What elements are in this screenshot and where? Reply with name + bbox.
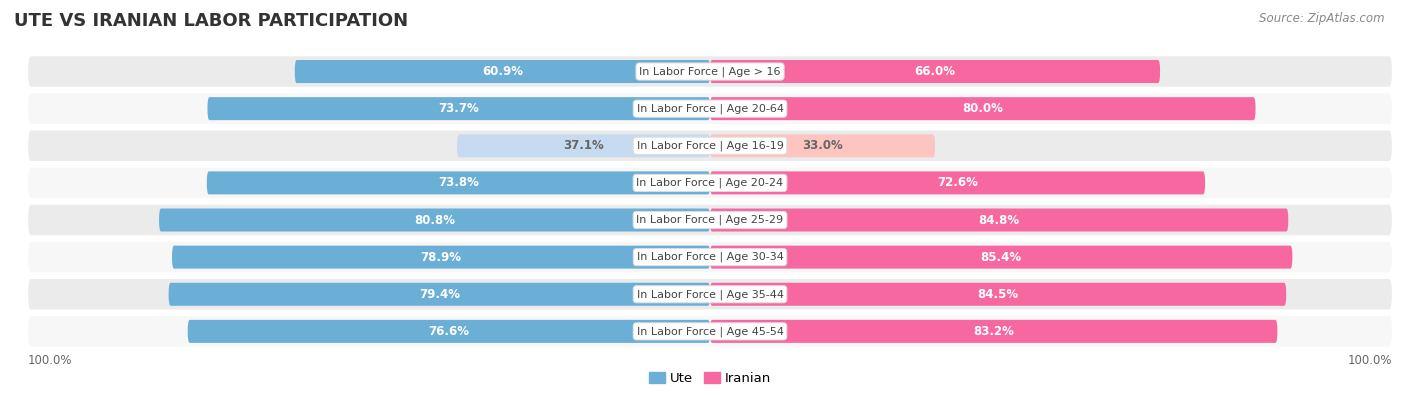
Text: 76.6%: 76.6% — [429, 325, 470, 338]
Text: 80.0%: 80.0% — [962, 102, 1004, 115]
Text: In Labor Force | Age 35-44: In Labor Force | Age 35-44 — [637, 289, 783, 299]
FancyBboxPatch shape — [710, 209, 1288, 231]
FancyBboxPatch shape — [28, 316, 1392, 346]
FancyBboxPatch shape — [28, 56, 1392, 87]
Text: 37.1%: 37.1% — [564, 139, 605, 152]
Text: UTE VS IRANIAN LABOR PARTICIPATION: UTE VS IRANIAN LABOR PARTICIPATION — [14, 12, 408, 30]
FancyBboxPatch shape — [710, 97, 1256, 120]
Text: 79.4%: 79.4% — [419, 288, 460, 301]
FancyBboxPatch shape — [207, 171, 710, 194]
Text: 73.8%: 73.8% — [437, 177, 479, 189]
Text: 80.8%: 80.8% — [413, 214, 456, 226]
Text: 100.0%: 100.0% — [28, 354, 73, 367]
FancyBboxPatch shape — [710, 171, 1205, 194]
FancyBboxPatch shape — [28, 131, 1392, 161]
Text: 60.9%: 60.9% — [482, 65, 523, 78]
Legend: Ute, Iranian: Ute, Iranian — [645, 368, 775, 389]
Text: 66.0%: 66.0% — [914, 65, 956, 78]
FancyBboxPatch shape — [208, 97, 710, 120]
Text: Source: ZipAtlas.com: Source: ZipAtlas.com — [1260, 12, 1385, 25]
Text: 85.4%: 85.4% — [980, 251, 1022, 263]
FancyBboxPatch shape — [159, 209, 710, 231]
Text: 72.6%: 72.6% — [938, 177, 979, 189]
FancyBboxPatch shape — [710, 320, 1278, 343]
FancyBboxPatch shape — [710, 134, 935, 157]
Text: 33.0%: 33.0% — [803, 139, 844, 152]
FancyBboxPatch shape — [187, 320, 710, 343]
Text: 84.5%: 84.5% — [977, 288, 1019, 301]
FancyBboxPatch shape — [710, 60, 1160, 83]
FancyBboxPatch shape — [710, 283, 1286, 306]
Text: 83.2%: 83.2% — [973, 325, 1014, 338]
Text: In Labor Force | Age > 16: In Labor Force | Age > 16 — [640, 66, 780, 77]
Text: In Labor Force | Age 16-19: In Labor Force | Age 16-19 — [637, 141, 783, 151]
Text: 73.7%: 73.7% — [439, 102, 479, 115]
Text: 100.0%: 100.0% — [1347, 354, 1392, 367]
Text: 84.8%: 84.8% — [979, 214, 1019, 226]
Text: In Labor Force | Age 20-64: In Labor Force | Age 20-64 — [637, 103, 783, 114]
Text: 78.9%: 78.9% — [420, 251, 461, 263]
Text: In Labor Force | Age 45-54: In Labor Force | Age 45-54 — [637, 326, 783, 337]
FancyBboxPatch shape — [172, 246, 710, 269]
FancyBboxPatch shape — [28, 242, 1392, 272]
FancyBboxPatch shape — [28, 167, 1392, 198]
FancyBboxPatch shape — [457, 134, 710, 157]
Text: In Labor Force | Age 30-34: In Labor Force | Age 30-34 — [637, 252, 783, 262]
FancyBboxPatch shape — [28, 279, 1392, 309]
FancyBboxPatch shape — [710, 246, 1292, 269]
Text: In Labor Force | Age 25-29: In Labor Force | Age 25-29 — [637, 215, 783, 225]
FancyBboxPatch shape — [169, 283, 710, 306]
FancyBboxPatch shape — [295, 60, 710, 83]
FancyBboxPatch shape — [28, 94, 1392, 124]
FancyBboxPatch shape — [28, 205, 1392, 235]
Text: In Labor Force | Age 20-24: In Labor Force | Age 20-24 — [637, 178, 783, 188]
